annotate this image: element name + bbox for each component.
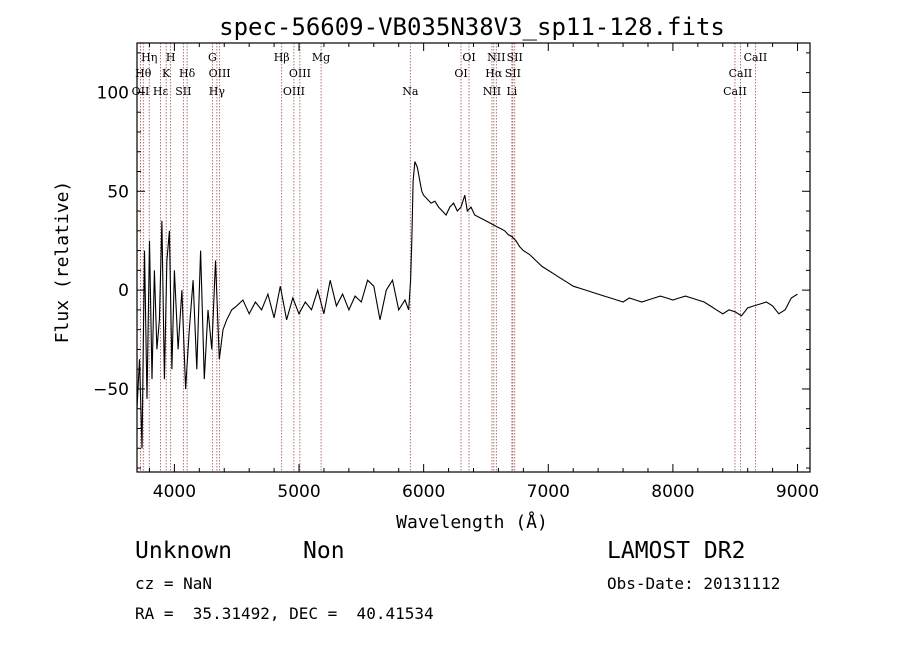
x-tick-label: 7000 xyxy=(527,482,570,502)
x-tick-label: 8000 xyxy=(651,482,694,502)
line-marker-label: OI xyxy=(462,51,475,64)
line-marker-label: G xyxy=(208,51,217,64)
line-marker-label: H xyxy=(166,51,176,64)
line-marker-label: Li xyxy=(506,85,517,98)
y-tick-label: 100 xyxy=(97,83,129,103)
line-marker-label: OII xyxy=(132,85,150,98)
x-tick-label: 6000 xyxy=(402,482,445,502)
line-marker-label: Na xyxy=(402,85,419,98)
line-marker-label: NII xyxy=(487,51,505,64)
observation-date: Obs-Date: 20131112 xyxy=(607,574,781,593)
x-tick-label: 9000 xyxy=(776,482,819,502)
mark-labels: OIIHθHηHεKHSIIHδGHγOIIIHβOIIIOIIIMgNaOIO… xyxy=(132,51,768,98)
x-tick-label: 5000 xyxy=(277,482,320,502)
line-marker-label: CaII xyxy=(729,67,753,80)
y-tick-label: −50 xyxy=(93,380,129,400)
x-axis-label: Wavelength (Å) xyxy=(396,511,548,533)
line-marker-label: Hβ xyxy=(274,51,290,64)
line-marker-label: NII xyxy=(483,85,501,98)
line-marker-label: SII xyxy=(505,67,521,80)
line-marker-label: Hδ xyxy=(179,67,196,80)
survey-name: LAMOST DR2 xyxy=(607,538,746,564)
coordinates: RA = 35.31492, DEC = 40.41534 xyxy=(135,604,434,623)
line-marker-label: OIII xyxy=(209,67,231,80)
line-marker-label: CaII xyxy=(744,51,768,64)
object-subclass: Non xyxy=(303,538,345,564)
y-axis-label: Flux (relative) xyxy=(52,181,73,344)
redshift-value: cz = NaN xyxy=(135,574,213,593)
plot-frame xyxy=(136,42,811,473)
spectrum-line xyxy=(136,161,798,449)
line-marker-label: SII xyxy=(175,85,191,98)
line-marker-label: CaII xyxy=(723,85,747,98)
line-marker-label: OIII xyxy=(289,67,311,80)
line-marker-label: OIII xyxy=(283,85,305,98)
x-axis-ticks: 4000 5000 6000 7000 8000 9000 xyxy=(148,43,819,502)
line-marker-label: SII xyxy=(507,51,523,64)
y-axis-ticks: −50 0 50 100 xyxy=(93,52,810,469)
line-marker-label: K xyxy=(162,67,171,80)
emission-line-markers xyxy=(140,43,756,472)
line-marker-label: Hα xyxy=(485,67,503,80)
y-tick-label: 0 xyxy=(118,281,129,301)
line-marker-label: Hθ xyxy=(135,67,152,80)
line-marker-label: OI xyxy=(454,67,467,80)
line-marker-label: Hη xyxy=(141,51,157,64)
line-marker-label: Mg xyxy=(312,51,330,64)
chart-title: spec-56609-VB035N38V3_sp11-128.fits xyxy=(219,13,725,41)
x-tick-label: 4000 xyxy=(153,482,196,502)
y-tick-label: 50 xyxy=(107,182,129,202)
line-marker-label: Hε xyxy=(153,85,169,98)
line-marker-label: Hγ xyxy=(209,85,226,98)
object-class: Unknown xyxy=(135,538,232,564)
